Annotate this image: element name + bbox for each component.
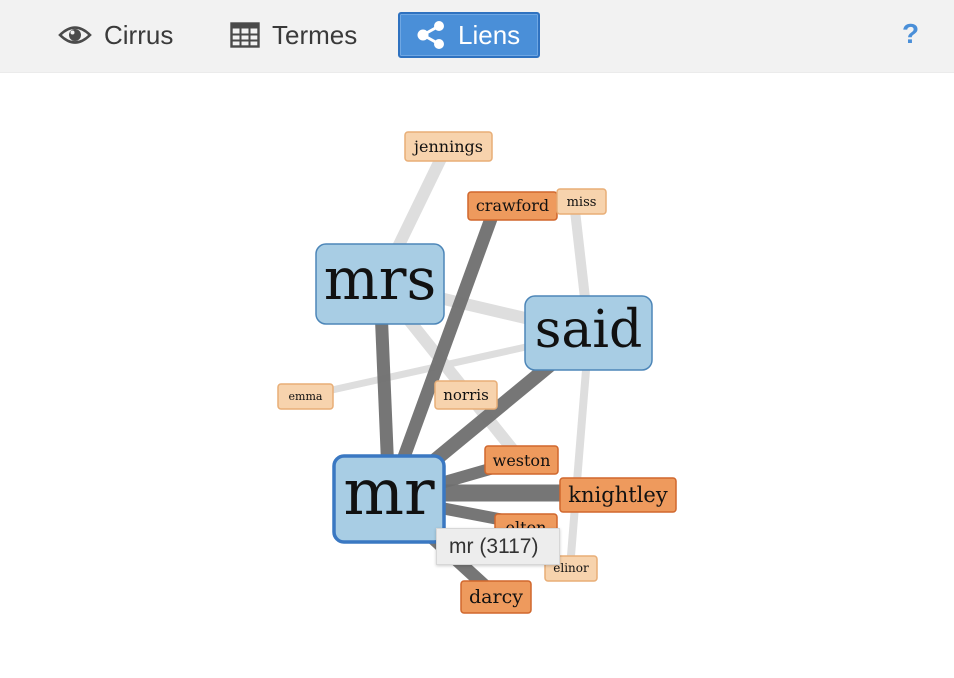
tab-termes[interactable]: Termes bbox=[230, 13, 357, 57]
node-norris-label: norris bbox=[443, 386, 489, 404]
node-crawford-label: crawford bbox=[476, 196, 549, 215]
node-darcy[interactable]: darcy bbox=[460, 580, 532, 614]
node-mrs[interactable]: mrs bbox=[315, 243, 445, 325]
share-icon bbox=[416, 21, 446, 49]
node-knightley[interactable]: knightley bbox=[559, 477, 677, 513]
tab-liens-label: Liens bbox=[458, 19, 521, 50]
node-weston[interactable]: weston bbox=[484, 445, 559, 475]
help-button[interactable]: ? bbox=[902, 18, 920, 49]
edge-said-elinor bbox=[566, 332, 593, 569]
node-norris[interactable]: norris bbox=[434, 380, 498, 410]
eye-icon bbox=[58, 24, 92, 46]
node-mrs-label: mrs bbox=[324, 245, 437, 313]
node-elinor-label: elinor bbox=[553, 561, 589, 575]
toolbar: Cirrus Termes bbox=[0, 0, 954, 73]
node-said-label: said bbox=[535, 300, 643, 360]
node-weston-label: weston bbox=[493, 451, 551, 470]
tab-cirrus-label: Cirrus bbox=[104, 19, 174, 50]
node-jennings-label: jennings bbox=[412, 137, 483, 156]
node-jennings[interactable]: jennings bbox=[404, 131, 493, 162]
links-graph[interactable]: jennings crawford miss emma norris westo… bbox=[0, 72, 954, 678]
tab-termes-label: Termes bbox=[272, 19, 358, 50]
node-mr[interactable]: mr bbox=[332, 454, 446, 544]
tab-cirrus[interactable]: Cirrus bbox=[58, 13, 173, 57]
table-grid-icon bbox=[230, 22, 260, 48]
node-emma[interactable]: emma bbox=[277, 383, 334, 410]
node-crawford[interactable]: crawford bbox=[467, 191, 558, 221]
node-mr-label: mr bbox=[343, 456, 435, 530]
node-knightley-label: knightley bbox=[568, 483, 668, 507]
node-miss-label: miss bbox=[567, 195, 597, 210]
node-emma-label: emma bbox=[289, 390, 323, 403]
tab-liens[interactable]: Liens bbox=[398, 12, 540, 58]
node-darcy-label: darcy bbox=[469, 586, 523, 608]
edge-mr-crawford bbox=[382, 202, 503, 501]
node-miss[interactable]: miss bbox=[556, 188, 607, 215]
node-said[interactable]: said bbox=[524, 295, 653, 371]
node-tooltip: mr (3117) bbox=[436, 528, 560, 565]
